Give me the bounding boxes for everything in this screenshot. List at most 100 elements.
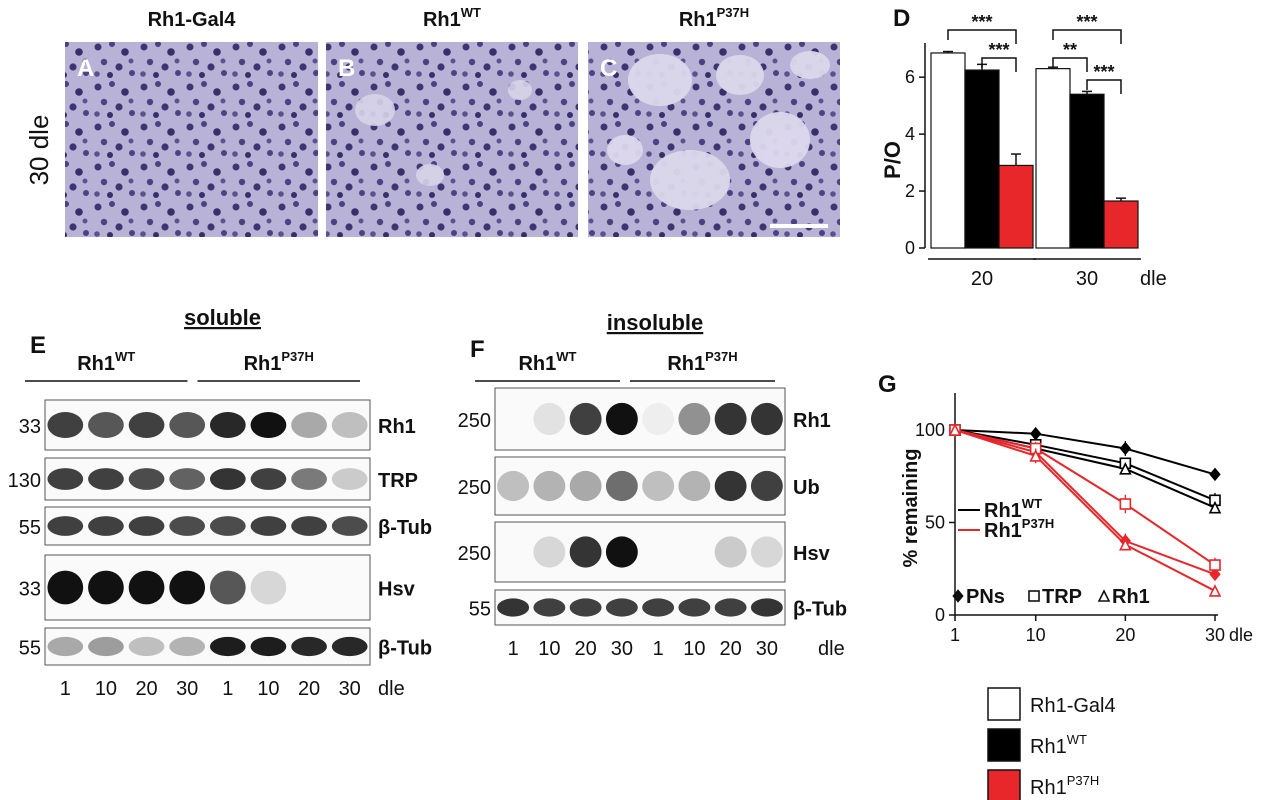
legend-label-main: Rh1: [1030, 777, 1067, 799]
micrograph-title-main: Rh1-Gal4: [148, 9, 237, 31]
legend-label-sup: WT: [1067, 732, 1087, 747]
significance-bracket: [1086, 79, 1122, 94]
micrograph-title-sup: WT: [461, 5, 481, 20]
marker: [1209, 567, 1221, 582]
lane-label: 20: [720, 638, 742, 660]
band: [209, 468, 246, 490]
band: [291, 571, 327, 605]
band: [714, 536, 747, 568]
band: [605, 598, 638, 617]
significance-bracket: [947, 29, 1017, 44]
band: [47, 468, 84, 490]
band: [569, 470, 602, 502]
mw-label: 55: [469, 599, 491, 621]
series-line: [954, 429, 1216, 476]
significance-label: ***: [971, 12, 992, 32]
band: [569, 598, 602, 617]
panel-letter: C: [600, 55, 617, 82]
x-tick-label: 20: [971, 268, 993, 290]
band: [291, 516, 327, 536]
lane-label: 30: [339, 678, 361, 700]
micrograph-a: [65, 42, 318, 237]
band: [169, 570, 206, 605]
lane-unit: dle: [818, 638, 845, 660]
band: [750, 598, 783, 617]
row-label: Rh1: [378, 416, 416, 438]
legend-label-main: Rh1-Gal4: [1030, 695, 1116, 717]
band: [291, 468, 327, 490]
band: [169, 412, 206, 438]
blot-frame: [494, 521, 786, 583]
y-tick-label: 2: [905, 181, 915, 201]
band: [209, 636, 246, 657]
panel-letter: G: [878, 371, 897, 398]
bar: [930, 52, 966, 249]
band: [331, 468, 368, 490]
significance-bracket: [1052, 29, 1122, 44]
mw-label: 55: [19, 517, 41, 539]
y-tick-label: 6: [905, 67, 915, 87]
x-tick-label: 20: [1115, 625, 1135, 645]
mw-label: 55: [19, 638, 41, 660]
row-label: 30 dle: [24, 115, 54, 186]
panel-letter: F: [470, 336, 485, 363]
panel-letter: A: [77, 55, 94, 82]
band: [750, 536, 783, 568]
band: [642, 598, 675, 617]
marker: [948, 423, 962, 436]
legend-label: Rh1-Gal4: [1030, 695, 1116, 717]
row-label: Ub: [793, 477, 820, 499]
band: [169, 468, 206, 490]
lane-label: 10: [95, 678, 117, 700]
legend-label: Rh1P37H: [984, 516, 1054, 542]
lane-unit: dle: [378, 678, 405, 700]
legend-label-sup: P37H: [1067, 773, 1100, 788]
bar: [1069, 93, 1105, 249]
significance-label: ***: [1076, 12, 1097, 32]
lane-label: 10: [538, 638, 560, 660]
legend-swatch: [987, 687, 1021, 721]
band: [642, 536, 674, 567]
band: [605, 470, 638, 502]
micrograph-title: Rh1WT: [423, 5, 481, 31]
y-tick-label: 0: [935, 605, 945, 625]
band: [497, 403, 529, 435]
blot-frame: [494, 387, 786, 451]
group-header-main: Rh1: [667, 353, 705, 375]
band: [169, 516, 206, 536]
mw-label: 250: [458, 410, 491, 432]
band: [533, 470, 566, 502]
band: [128, 570, 165, 605]
lane-label: 20: [135, 678, 157, 700]
mw-label: 130: [8, 470, 41, 492]
legend-label-sup: P37H: [1022, 516, 1055, 531]
marker: [1209, 467, 1221, 482]
group-header-sup: WT: [115, 349, 135, 364]
band: [569, 536, 602, 568]
band: [128, 516, 165, 536]
band: [605, 402, 638, 436]
y-tick-label: 0: [905, 238, 915, 258]
legend-label-main: Rh1: [984, 500, 1022, 522]
band: [88, 516, 124, 536]
lane-label: 1: [60, 678, 71, 700]
row-label: β-Tub: [378, 517, 432, 539]
band: [209, 516, 246, 536]
bar: [998, 164, 1034, 249]
y-tick-label: 4: [905, 124, 915, 144]
micrograph-title: Rh1-Gal4: [148, 9, 237, 31]
band: [291, 636, 327, 657]
band: [250, 570, 287, 605]
band: [250, 636, 287, 657]
band: [128, 636, 165, 657]
lane-label: 30: [756, 638, 778, 660]
mw-label: 33: [19, 579, 41, 601]
legend-label-main: Rh1: [984, 520, 1022, 542]
band: [47, 412, 84, 438]
series-line: [954, 429, 1216, 566]
band: [332, 571, 368, 605]
vacuoles-c: [607, 51, 830, 210]
y-tick-label: 100: [915, 420, 945, 440]
